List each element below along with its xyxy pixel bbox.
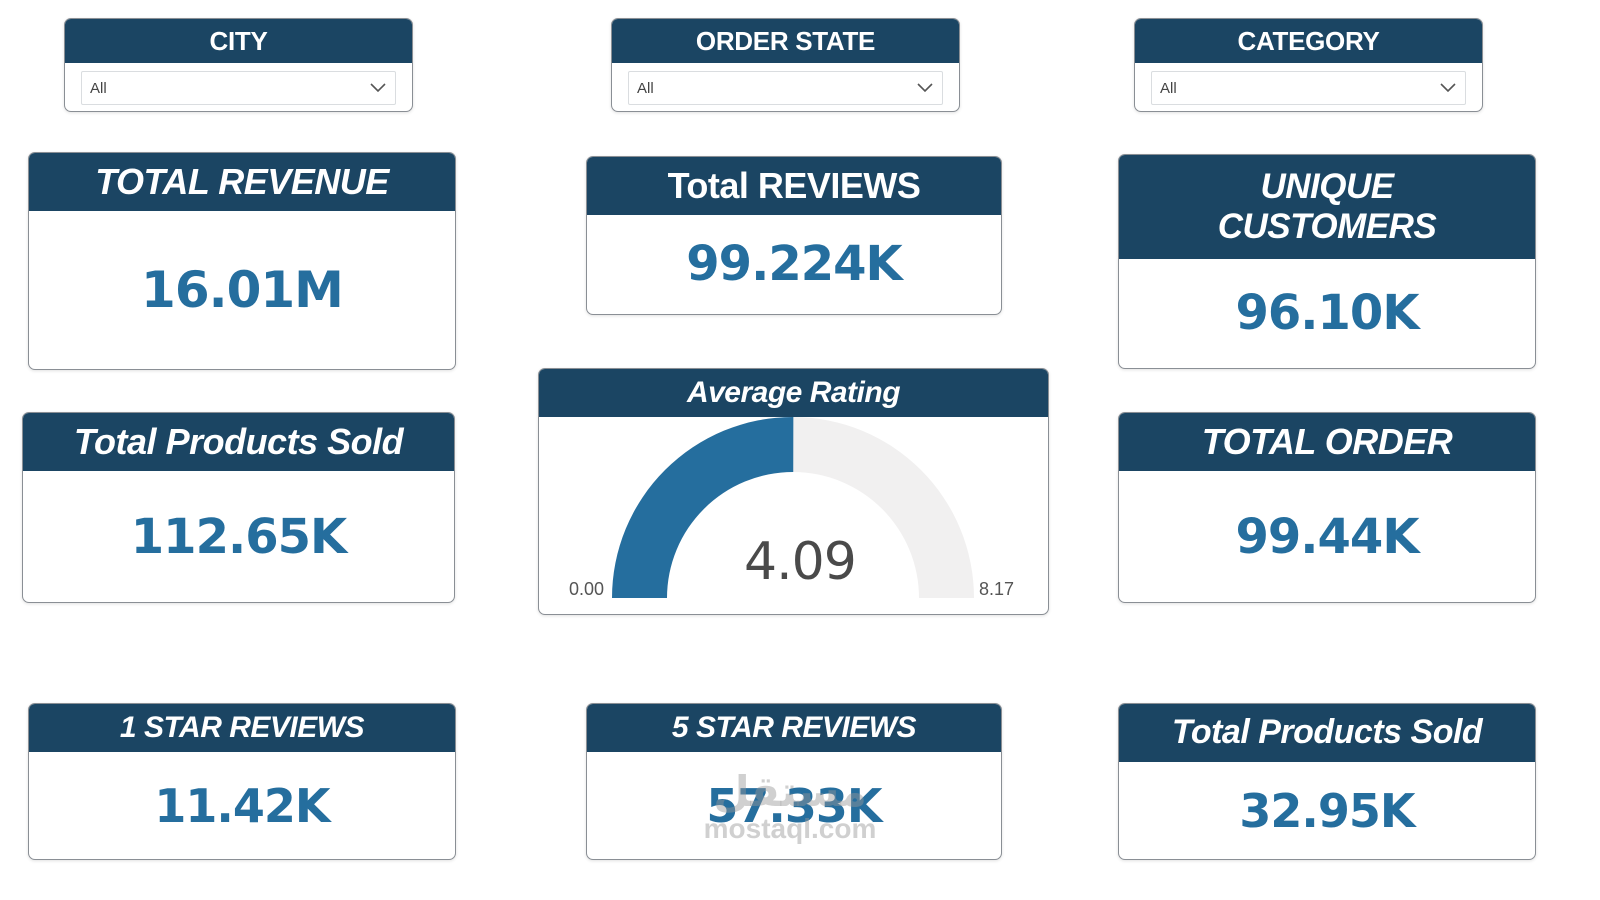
chevron-down-icon (1440, 83, 1456, 93)
one-star-reviews-title: 1 STAR REVIEWS (29, 704, 455, 752)
average-rating-gauge (612, 417, 974, 598)
five-star-reviews-card: 5 STAR REVIEWS 57.33K (586, 703, 1002, 860)
category-dropdown-value: All (1160, 79, 1177, 97)
average-rating-card: Average Rating 0.00 8.17 4.09 (538, 368, 1049, 615)
total-products-sold-2-value: 32.95K (1239, 783, 1415, 838)
gauge-fill (612, 417, 794, 598)
chevron-down-icon (917, 83, 933, 93)
city-filter-title: CITY (65, 19, 412, 63)
unique-customers-card: UNIQUE CUSTOMERS 96.10K (1118, 154, 1536, 369)
unique-customers-value: 96.10K (1235, 285, 1419, 341)
total-reviews-card: Total REVIEWS 99.224K (586, 156, 1002, 315)
total-order-card: TOTAL ORDER 99.44K (1118, 412, 1536, 603)
total-products-sold-value: 112.65K (130, 508, 347, 565)
city-dropdown-value: All (90, 79, 107, 97)
total-order-title: TOTAL ORDER (1119, 413, 1535, 471)
gauge-max-label: 8.17 (979, 579, 1015, 599)
five-star-reviews-value: 57.33K (706, 778, 882, 833)
total-revenue-card: TOTAL REVENUE 16.01M (28, 152, 456, 370)
total-revenue-value: 16.01M (141, 261, 344, 319)
city-dropdown[interactable]: All (81, 71, 396, 105)
total-products-sold-2-card: Total Products Sold 32.95K (1118, 703, 1536, 860)
average-rating-title: Average Rating (539, 369, 1048, 417)
order-state-dropdown[interactable]: All (628, 71, 943, 105)
city-filter: CITY All (64, 18, 413, 112)
one-star-reviews-value: 11.42K (154, 778, 330, 833)
total-products-sold-card: Total Products Sold 112.65K (22, 412, 455, 603)
category-filter-title: CATEGORY (1135, 19, 1482, 63)
chevron-down-icon (370, 83, 386, 93)
unique-customers-title: UNIQUE CUSTOMERS (1119, 155, 1535, 259)
category-dropdown[interactable]: All (1151, 71, 1466, 105)
unique-customers-title-line1: UNIQUE (1260, 166, 1394, 206)
total-revenue-title: TOTAL REVENUE (29, 153, 455, 211)
order-state-filter-title: ORDER STATE (612, 19, 959, 63)
total-reviews-value: 99.224K (686, 236, 902, 292)
unique-customers-title-line2: CUSTOMERS (1217, 207, 1437, 246)
total-products-sold-title: Total Products Sold (23, 413, 454, 471)
total-order-value: 99.44K (1235, 508, 1419, 565)
order-state-filter: ORDER STATE All (611, 18, 960, 112)
order-state-dropdown-value: All (637, 79, 654, 97)
five-star-reviews-title: 5 STAR REVIEWS (587, 704, 1001, 752)
one-star-reviews-card: 1 STAR REVIEWS 11.42K (28, 703, 456, 860)
total-products-sold-2-title: Total Products Sold (1119, 704, 1535, 762)
gauge-value: 4.09 (744, 532, 857, 592)
category-filter: CATEGORY All (1134, 18, 1483, 112)
total-reviews-title: Total REVIEWS (587, 157, 1001, 215)
gauge-min-label: 0.00 (569, 579, 605, 599)
